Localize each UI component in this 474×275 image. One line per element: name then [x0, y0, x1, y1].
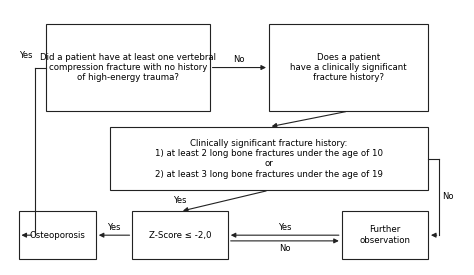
Text: Did a patient have at least one vertebral
compression fracture with no history
o: Did a patient have at least one vertebra…	[40, 53, 216, 82]
Text: Further
observation: Further observation	[359, 226, 410, 245]
Text: Yes: Yes	[108, 223, 121, 232]
Text: Yes: Yes	[173, 196, 187, 205]
Text: Does a patient
have a clinically significant
fracture history?: Does a patient have a clinically signifi…	[290, 53, 407, 82]
FancyBboxPatch shape	[269, 24, 428, 111]
Text: Yes: Yes	[19, 51, 32, 60]
Text: No: No	[442, 192, 453, 201]
FancyBboxPatch shape	[342, 211, 428, 259]
FancyBboxPatch shape	[18, 211, 96, 259]
Text: No: No	[234, 55, 245, 64]
FancyBboxPatch shape	[46, 24, 210, 111]
Text: Osteoporosis: Osteoporosis	[29, 231, 85, 240]
FancyBboxPatch shape	[132, 211, 228, 259]
Text: Clinically significant fracture history:
1) at least 2 long bone fractures under: Clinically significant fracture history:…	[155, 139, 383, 179]
FancyBboxPatch shape	[109, 127, 428, 190]
Text: No: No	[279, 244, 291, 252]
Text: Yes: Yes	[278, 223, 292, 232]
Text: Z-Score ≤ -2,0: Z-Score ≤ -2,0	[149, 231, 211, 240]
